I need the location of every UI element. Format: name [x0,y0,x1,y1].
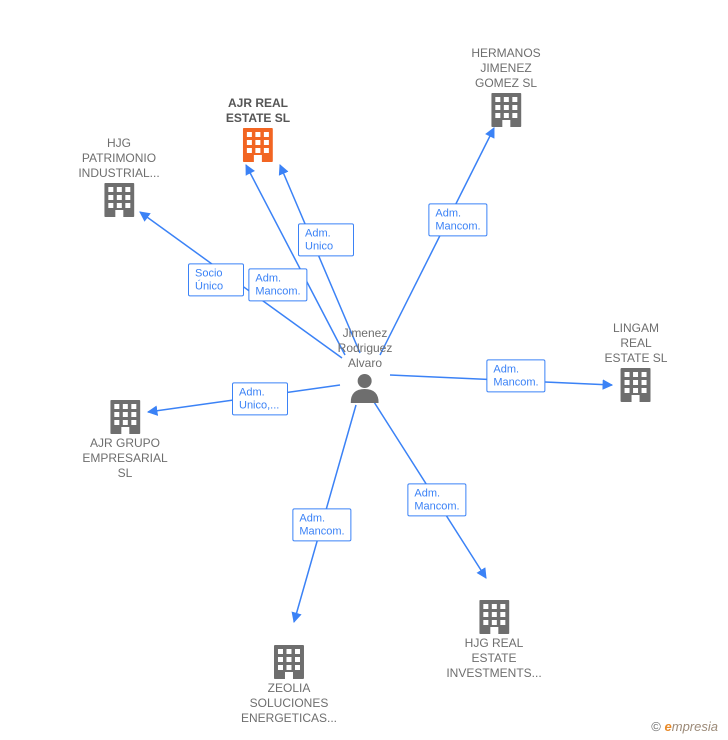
building-icon [104,183,134,217]
company-node-zeolia[interactable]: ZEOLIASOLUCIONESENERGETICAS... [241,645,337,726]
edge-label: Adm.Unico [298,223,354,256]
node-label: AJR REALESTATE SL [226,96,290,126]
node-label: HJG REALESTATEINVESTMENTS... [446,636,541,681]
company-node-hjg_real_estate[interactable]: HJG REALESTATEINVESTMENTS... [446,600,541,681]
copyright-symbol: © [651,719,661,734]
node-label: JimenezRodriguezAlvaro [338,326,393,371]
node-label: LINGAMREALESTATE SL [605,321,668,366]
edge-label: Adm.Mancom. [248,268,307,301]
edge-line [280,165,360,353]
footer-copyright: © empresia [651,719,718,734]
edge-line [380,128,494,355]
edge-label: SocioÚnico [188,263,244,296]
building-icon [274,645,304,679]
company-node-hjg_patrimonio[interactable]: HJGPATRIMONIOINDUSTRIAL... [78,136,159,217]
node-label: ZEOLIASOLUCIONESENERGETICAS... [241,681,337,726]
building-icon [479,600,509,634]
building-icon [491,93,521,127]
building-icon [110,400,140,434]
edge-label: Adm.Mancom. [428,203,487,236]
edge-line [246,165,345,355]
company-node-ajr_real_estate[interactable]: AJR REALESTATE SL [226,96,290,162]
brand-rest: mpresia [672,719,718,734]
node-label: HERMANOSJIMENEZGOMEZ SL [471,46,540,91]
building-icon [621,368,651,402]
person-icon [351,373,379,403]
company-node-lingam[interactable]: LINGAMREALESTATE SL [605,321,668,402]
building-icon [243,128,273,162]
edge-label: Adm.Mancom. [407,483,466,516]
edge-label: Adm.Unico,... [232,382,288,415]
node-label: AJR GRUPOEMPRESARIALSL [82,436,167,481]
edge-label: Adm.Mancom. [292,508,351,541]
brand-initial: e [665,719,672,734]
company-node-ajr_grupo[interactable]: AJR GRUPOEMPRESARIALSL [82,400,167,481]
person-node[interactable]: JimenezRodriguezAlvaro [338,326,393,403]
company-node-hermanos_jimenez[interactable]: HERMANOSJIMENEZGOMEZ SL [471,46,540,127]
edge-label: Adm.Mancom. [486,359,545,392]
node-label: HJGPATRIMONIOINDUSTRIAL... [78,136,159,181]
